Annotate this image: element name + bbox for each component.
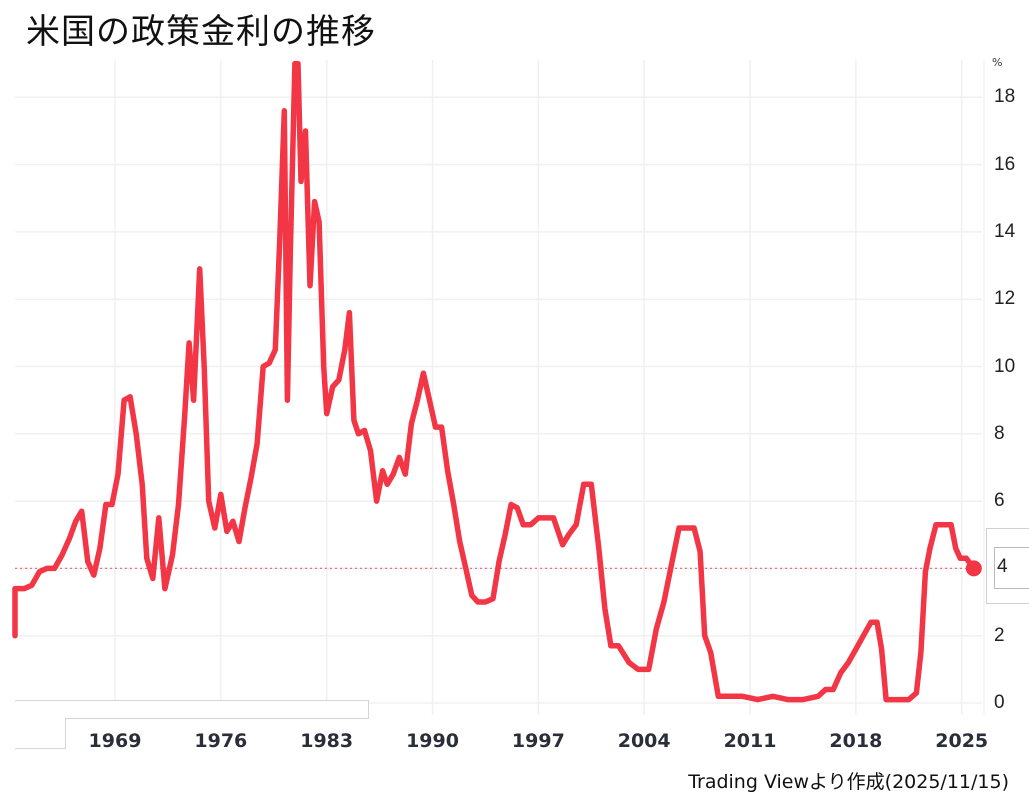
last-value-marker (965, 560, 982, 577)
x-tick-label: 2018 (829, 730, 883, 752)
current-value-label: 4 (997, 556, 1008, 577)
source-note: Trading Viewより作成(2025/11/15) (688, 771, 1009, 793)
x-tick-label: 2004 (617, 730, 671, 752)
y-tick-label: 6 (994, 490, 1005, 512)
x-tick-label: 1983 (300, 730, 354, 752)
y-tick-label: 8 (994, 422, 1005, 444)
y-tick-label: 14 (994, 220, 1016, 242)
y-tick-label: 2 (994, 624, 1005, 646)
overlay-panel (15, 700, 369, 719)
overlay-panel-tab (15, 718, 66, 749)
y-tick-label: 0 (994, 692, 1005, 713)
grid-lines (15, 60, 985, 715)
y-tick-label: 12 (994, 288, 1016, 310)
y-tick-label: 16 (994, 153, 1016, 175)
x-tick-label: 2025 (935, 730, 989, 752)
chart-title: 米国の政策金利の推移 (26, 12, 376, 52)
x-tick-label: 2011 (723, 730, 777, 752)
x-tick-label: 1997 (511, 730, 565, 752)
x-tick-label: 1969 (88, 730, 142, 752)
x-tick-label: 1976 (194, 730, 248, 752)
rate-line (12, 60, 977, 703)
x-tick-label: 1990 (406, 730, 459, 752)
y-tick-label: 18 (994, 86, 1016, 108)
y-tick-label: 10 (994, 355, 1016, 377)
current-value-box (994, 547, 1029, 589)
y-axis-unit: % (992, 56, 1003, 69)
